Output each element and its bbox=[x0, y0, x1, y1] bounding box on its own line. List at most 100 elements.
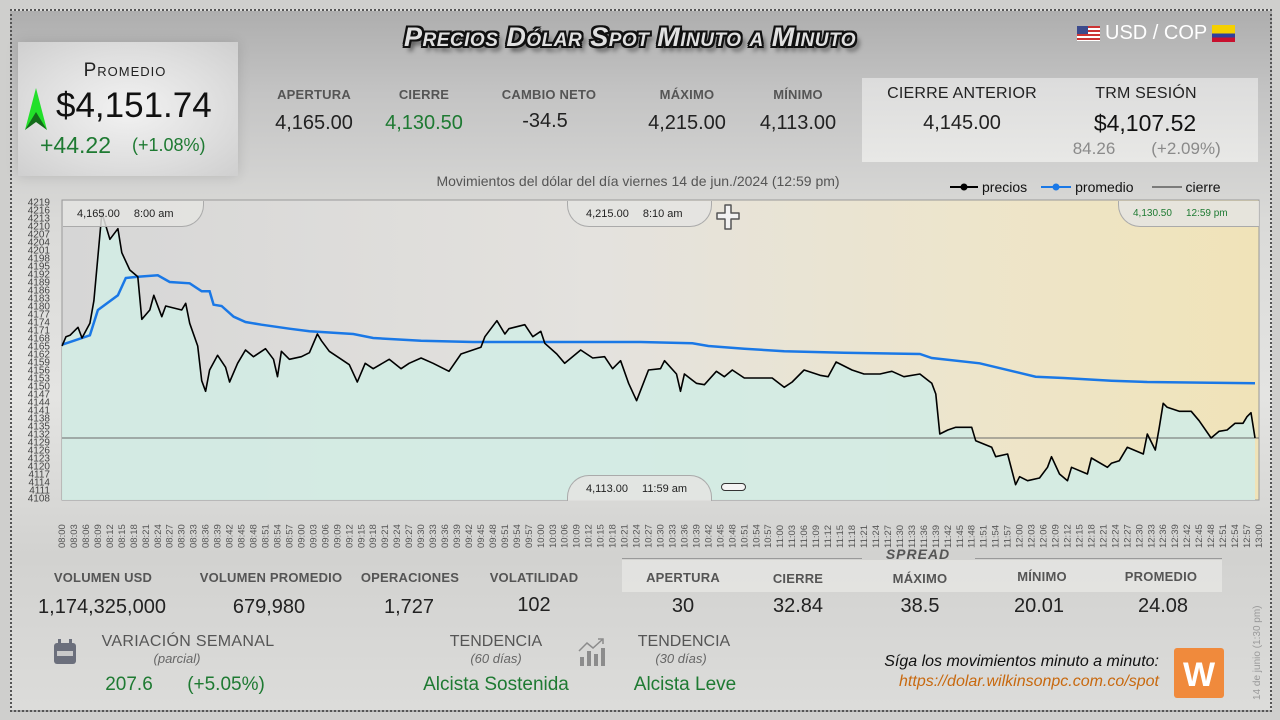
trend-chart-icon bbox=[578, 638, 605, 666]
variacion-sub: (parcial) bbox=[153, 651, 201, 666]
x-tick-label: 11:15 bbox=[835, 525, 846, 548]
x-tick-label: 08:57 bbox=[284, 524, 295, 548]
minus-icon[interactable] bbox=[721, 483, 746, 491]
variacion-label: VARIACIÓN SEMANAL bbox=[101, 633, 275, 650]
y-tick-label: 4213 bbox=[28, 214, 51, 225]
y-tick-label: 4219 bbox=[28, 198, 51, 209]
x-tick-label: 09:48 bbox=[488, 524, 499, 548]
legend-precios[interactable]: precios bbox=[982, 179, 1028, 195]
x-tick-label: 10:27 bbox=[644, 524, 655, 548]
x-tick-label: 11:54 bbox=[991, 525, 1002, 548]
y-tick-label: 4171 bbox=[28, 326, 51, 337]
x-tick-label: 12:21 bbox=[1098, 524, 1109, 548]
x-tick-label: 11:39 bbox=[931, 525, 942, 548]
legend-promedio-marker bbox=[1041, 183, 1072, 191]
x-tick-label: 09:57 bbox=[524, 524, 535, 548]
promedio-change: +44.22 bbox=[40, 132, 111, 158]
y-tick-label: 4114 bbox=[28, 478, 50, 489]
y-tick-label: 4150 bbox=[28, 382, 51, 393]
y-tick-label: 4180 bbox=[28, 302, 51, 313]
x-tick-label: 12:06 bbox=[1039, 524, 1050, 548]
y-tick-label: 4162 bbox=[28, 350, 51, 361]
precios-area bbox=[62, 212, 1256, 500]
x-tick-label: 08:21 bbox=[141, 524, 152, 548]
close-tooltip-time: 12:59 pm bbox=[1185, 208, 1228, 219]
x-tick-label: 10:00 bbox=[536, 524, 547, 548]
x-tick-label: 12:51 bbox=[1218, 524, 1229, 548]
y-tick-label: 4210 bbox=[28, 222, 51, 233]
x-tick-label: 11:18 bbox=[847, 525, 858, 548]
wilkinson-logo[interactable]: W bbox=[1174, 648, 1224, 698]
promedio-box bbox=[18, 42, 238, 176]
cierre-label: CIERRE bbox=[398, 87, 450, 102]
legend-promedio[interactable]: promedio bbox=[1075, 179, 1134, 195]
x-tick-label: 10:06 bbox=[560, 524, 571, 548]
spread-minimo-value: 20.01 bbox=[1013, 595, 1065, 617]
x-tick-label: 08:45 bbox=[237, 524, 248, 548]
precios-line[interactable] bbox=[61, 211, 1256, 486]
y-tick-label: 4141 bbox=[28, 406, 51, 417]
y-tick-label: 4135 bbox=[28, 422, 51, 433]
x-tick-label: 11:48 bbox=[967, 525, 978, 548]
cierre-anterior-value: 4,145.00 bbox=[923, 112, 1001, 134]
x-tick-label: 11:30 bbox=[895, 525, 906, 548]
spread-maximo-label: MÁXIMO bbox=[892, 571, 948, 586]
x-tick-label: 12:39 bbox=[1170, 524, 1181, 548]
spread-promedio-value: 24.08 bbox=[1137, 595, 1189, 617]
x-tick-label: 09:39 bbox=[452, 524, 463, 548]
x-tick-label: 11:24 bbox=[871, 525, 882, 548]
y-tick-label: 4144 bbox=[28, 398, 51, 409]
y-tick-label: 4120 bbox=[28, 462, 51, 473]
x-tick-label: 10:39 bbox=[691, 524, 702, 548]
trm-label: TRM SESIÓN bbox=[1095, 85, 1197, 102]
x-tick-label: 11:27 bbox=[883, 525, 894, 548]
operaciones-value: 1,727 bbox=[383, 596, 435, 618]
x-tick-label: 09:27 bbox=[404, 524, 415, 548]
y-tick-label: 4192 bbox=[28, 270, 51, 281]
calendar-icon bbox=[54, 639, 76, 664]
legend-cierre[interactable]: cierre bbox=[1185, 179, 1221, 195]
x-tick-label: 12:54 bbox=[1230, 524, 1241, 548]
x-tick-label: 12:12 bbox=[1062, 524, 1073, 548]
y-tick-label: 4198 bbox=[28, 254, 51, 265]
price-chart[interactable]: 4108411141144117412041234126412941324135… bbox=[0, 0, 1280, 560]
x-tick-label: 12:45 bbox=[1194, 524, 1205, 548]
x-tick-label: 10:18 bbox=[608, 524, 619, 548]
x-tick-label: 12:03 bbox=[1027, 524, 1038, 548]
max-tooltip-value: 4,215.00 bbox=[586, 207, 629, 220]
x-tick-label: 09:51 bbox=[500, 524, 511, 548]
y-tick-label: 4108 bbox=[28, 494, 51, 505]
operaciones-label: OPERACIONES bbox=[360, 570, 460, 585]
spread-minimo-label: MÍNIMO bbox=[1017, 569, 1067, 584]
spread-cierre-label: CIERRE bbox=[772, 571, 824, 586]
tendencia60-label: TENDENCIA bbox=[449, 633, 543, 650]
x-tick-label: 12:09 bbox=[1051, 524, 1062, 548]
tendencia60-sub: (60 días) bbox=[470, 651, 522, 666]
x-tick-label: 10:42 bbox=[703, 524, 714, 548]
currency-pair: USD / COP bbox=[1077, 22, 1236, 45]
logo-letter: W bbox=[1182, 656, 1216, 694]
spread-apertura-label: APERTURA bbox=[646, 570, 720, 585]
max-tooltip-time: 8:10 am bbox=[642, 207, 683, 220]
volatilidad-value: 102 bbox=[517, 594, 551, 616]
x-tick-label: 08:42 bbox=[225, 524, 236, 548]
x-tick-label: 11:33 bbox=[907, 525, 918, 548]
x-tick-label: 12:00 bbox=[1015, 524, 1026, 548]
minimo-value: 4,113.00 bbox=[759, 112, 837, 134]
x-tick-label: 09:45 bbox=[476, 524, 487, 548]
tendencia60-value: Alcista Sostenida bbox=[423, 674, 569, 695]
site-link[interactable]: https://dolar.wilkinsonpc.com.co/spot bbox=[899, 673, 1159, 690]
x-tick-label: 08:39 bbox=[213, 524, 224, 548]
x-tick-label: 09:15 bbox=[356, 524, 367, 548]
y-tick-label: 4183 bbox=[28, 294, 51, 305]
volumen-promedio-label: VOLUMEN PROMEDIO bbox=[199, 570, 343, 585]
x-tick-label: 11:45 bbox=[955, 525, 966, 548]
cierre-anterior-label: CIERRE ANTERIOR bbox=[887, 85, 1037, 102]
legend: precios promedio cierre bbox=[950, 179, 1221, 195]
maximo-value: 4,215.00 bbox=[648, 112, 726, 134]
x-tick-label: 09:06 bbox=[320, 524, 331, 548]
cierre-value: 4,130.50 bbox=[385, 112, 463, 134]
plus-icon[interactable] bbox=[716, 204, 742, 232]
y-tick-label: 4174 bbox=[28, 318, 51, 329]
x-tick-label: 12:18 bbox=[1086, 524, 1097, 548]
